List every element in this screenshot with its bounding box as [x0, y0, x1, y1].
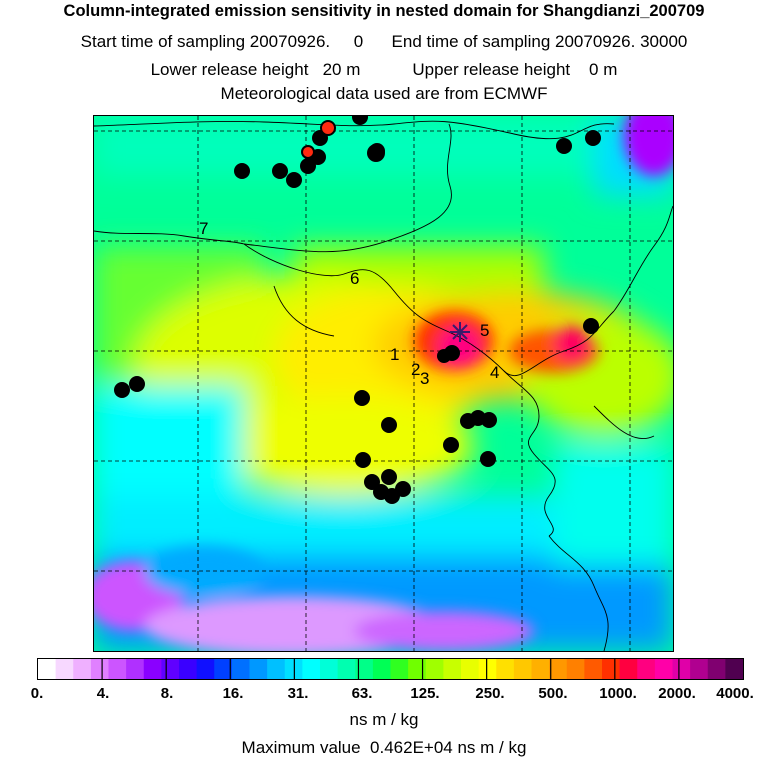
colorbar-tick-label: 500. [538, 685, 568, 702]
colorbar-tick-label: 8. [160, 685, 174, 702]
colorbar-swatch [725, 659, 744, 679]
station-markers [114, 116, 601, 504]
emission-sensitivity-map: 1 2 3 4 5 6 7 [93, 115, 674, 652]
colorbar-swatch [549, 659, 568, 679]
highlight-station-marker [301, 145, 315, 159]
station-marker [352, 116, 368, 125]
colorbar-swatch [707, 659, 726, 679]
colorbar-swatch [90, 659, 110, 679]
station-marker [480, 451, 496, 467]
colorbar-tick-label: 4000. [716, 685, 754, 702]
station-marker [444, 345, 460, 361]
station-marker [369, 143, 385, 159]
plot-title: Column-integrated emission sensitivity i… [63, 2, 705, 20]
colorbar-units: ns m / kg [349, 710, 419, 729]
colorbar-swatch [55, 659, 74, 679]
colorbar-swatch [231, 659, 251, 679]
colorbar-swatch [38, 659, 57, 679]
colorbar-tick-label: 31. [287, 685, 309, 702]
colorbar-tick-label: 63. [351, 685, 373, 702]
colorbar-swatch [478, 659, 497, 679]
colorbar-swatch [390, 659, 409, 679]
colorbar-tick-label: 125. [410, 685, 440, 702]
colorbar-swatch [302, 659, 321, 679]
colorbar-swatch [337, 659, 356, 679]
station-marker [443, 437, 459, 453]
colorbar-swatch [513, 659, 533, 679]
colorbar-swatch [249, 659, 268, 679]
colorbar-swatch [126, 659, 145, 679]
station-marker [585, 130, 601, 146]
colorbar-swatch [672, 659, 691, 679]
colorbar-swatch [425, 659, 444, 679]
colorbar [37, 658, 744, 680]
maximum-value-label: Maximum value 0.462E+04 ns m / kg [241, 738, 527, 757]
colorbar-swatch [690, 659, 709, 679]
site-label-5: 5 [480, 321, 489, 340]
site-label-1: 1 [390, 345, 399, 364]
grid-lines [94, 116, 673, 651]
sensitivity-field [94, 116, 673, 651]
colorbar-swatch [531, 659, 550, 679]
coastline-borders [94, 120, 673, 651]
colorbar-swatch [108, 659, 127, 679]
station-marker [481, 412, 497, 428]
site-label-2: 2 [411, 360, 420, 379]
colorbar-tick-label: 2000. [658, 685, 696, 702]
station-marker [381, 469, 397, 485]
release-height-line: Lower release height 20 m Upper release … [150, 60, 618, 79]
meteorological-data-line: Meteorological data used are from ECMWF [220, 84, 548, 103]
colorbar-swatch [267, 659, 286, 679]
station-marker [129, 376, 145, 392]
colorbar-swatch [654, 659, 674, 679]
colorbar-swatch [566, 659, 585, 679]
station-marker [354, 390, 370, 406]
colorbar-tick-label: 4. [96, 685, 110, 702]
station-marker [395, 481, 411, 497]
station-marker [355, 452, 371, 468]
colorbar-swatch [584, 659, 603, 679]
station-marker [286, 172, 302, 188]
colorbar-swatch [161, 659, 180, 679]
station-marker [556, 138, 572, 154]
colorbar-swatch [461, 659, 480, 679]
colorbar-swatch [355, 659, 374, 679]
station-marker [583, 318, 599, 334]
station-marker [300, 158, 316, 174]
site-label-7: 7 [199, 219, 208, 238]
colorbar-swatch [372, 659, 392, 679]
colorbar-tick-label: 16. [222, 685, 244, 702]
highlight-station-markers [301, 120, 336, 159]
colorbar-swatch [602, 659, 621, 679]
site-label-3: 3 [420, 369, 429, 388]
colorbar-swatch [637, 659, 656, 679]
colorbar-swatch [320, 659, 339, 679]
site-labels: 1 2 3 4 5 6 7 [199, 219, 499, 388]
station-marker [381, 417, 397, 433]
colorbar-swatch [196, 659, 215, 679]
site-label-6: 6 [350, 269, 359, 288]
colorbar-swatch [443, 659, 462, 679]
colorbar-tick-label: 0. [30, 685, 44, 702]
colorbar-swatch [143, 659, 162, 679]
colorbar-swatch [496, 659, 515, 679]
station-marker [114, 382, 130, 398]
colorbar-swatch [408, 659, 427, 679]
colorbar-swatch [619, 659, 638, 679]
highlight-station-marker [320, 120, 336, 136]
colorbar-tick-label: 250. [475, 685, 505, 702]
sampling-time-line: Start time of sampling 20070926. 0 End t… [80, 32, 688, 51]
colorbar-swatch [179, 659, 198, 679]
receptor-star-icon [450, 322, 470, 342]
colorbar-swatch [214, 659, 233, 679]
colorbar-swatch [73, 659, 92, 679]
colorbar-tick-label: 1000. [599, 685, 637, 702]
site-label-4: 4 [490, 363, 499, 382]
station-marker [234, 163, 250, 179]
station-marker [272, 163, 288, 179]
